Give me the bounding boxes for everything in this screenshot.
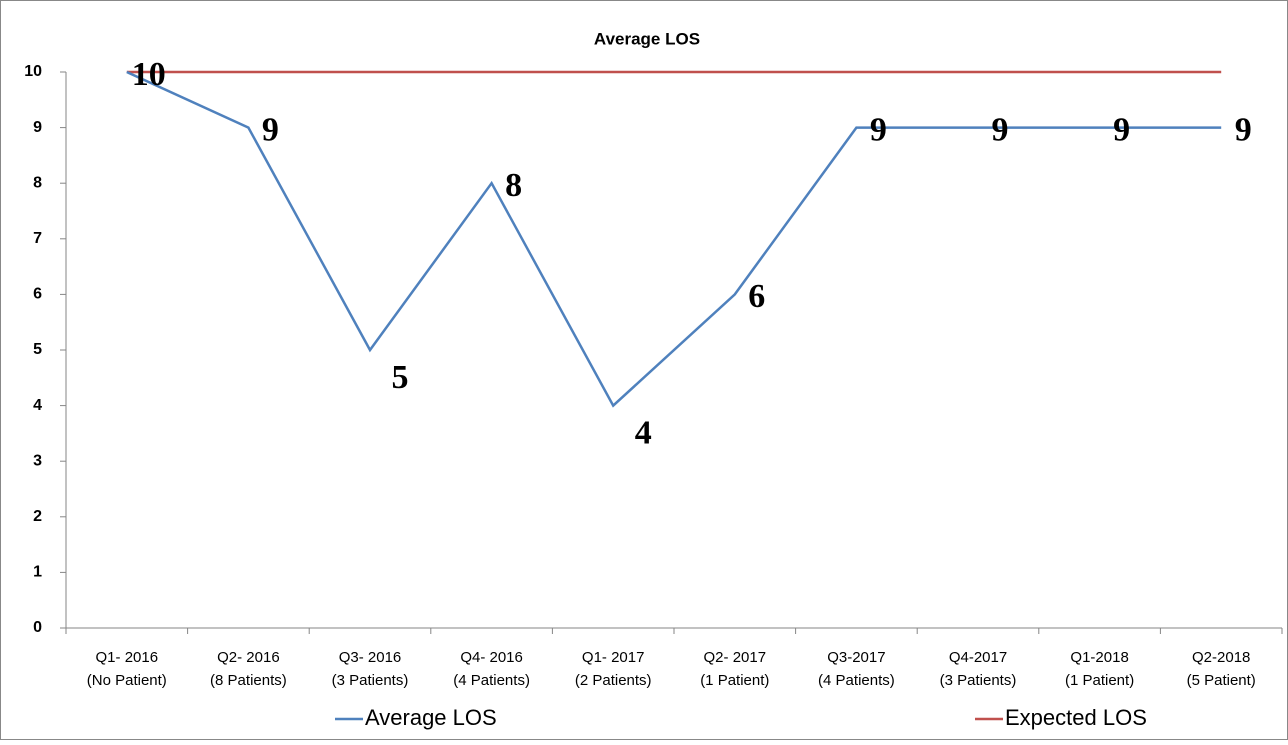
x-tick-label: Q1- 2016 (No Patient) (87, 649, 167, 689)
data-label: 9 (992, 111, 1009, 148)
data-label: 8 (505, 167, 522, 204)
x-tick-label: Q4- 2016 (4 Patients) (453, 649, 530, 689)
x-tick-label: Q2-2018 (5 Patient) (1187, 649, 1256, 689)
series-line (126, 70, 1222, 408)
x-tick-label: Q3- 2016 (3 Patients) (332, 649, 409, 689)
y-tick-label: 7 (33, 230, 42, 247)
data-label: 5 (392, 359, 409, 396)
x-tick-label: Q4-2017 (3 Patients) (940, 649, 1017, 689)
data-label: 9 (1235, 111, 1252, 148)
y-tick-label: 3 (33, 452, 42, 469)
x-tick-label: Q2- 2017 (1 Patient) (700, 649, 769, 689)
chart-title: Average LOS (594, 29, 700, 48)
y-tick-label: 0 (33, 619, 42, 636)
y-tick-label: 4 (33, 397, 42, 414)
data-label: 9 (870, 111, 887, 148)
data-label: 6 (748, 278, 765, 315)
data-label: 9 (1113, 111, 1130, 148)
data-label: 9 (262, 111, 279, 148)
x-tick-label: Q3-2017 (4 Patients) (818, 649, 895, 689)
x-tick-label: Q1- 2017 (2 Patients) (575, 649, 652, 689)
y-tick-label: 9 (33, 119, 42, 136)
y-tick-label: 5 (33, 341, 42, 358)
y-tick-label: 1 (33, 564, 42, 581)
data-label: 4 (635, 414, 652, 451)
y-tick-label: 8 (33, 174, 42, 191)
legend-label: Expected LOS (1005, 705, 1147, 730)
y-tick-label: 6 (33, 286, 42, 303)
legend-label: Average LOS (365, 705, 497, 730)
y-tick-label: 2 (33, 508, 42, 525)
y-tick-label: 10 (24, 63, 42, 80)
x-tick-label: Q2- 2016 (8 Patients) (210, 649, 287, 689)
x-tick-label: Q1-2018 (1 Patient) (1065, 649, 1134, 689)
data-label: 10 (132, 56, 166, 93)
